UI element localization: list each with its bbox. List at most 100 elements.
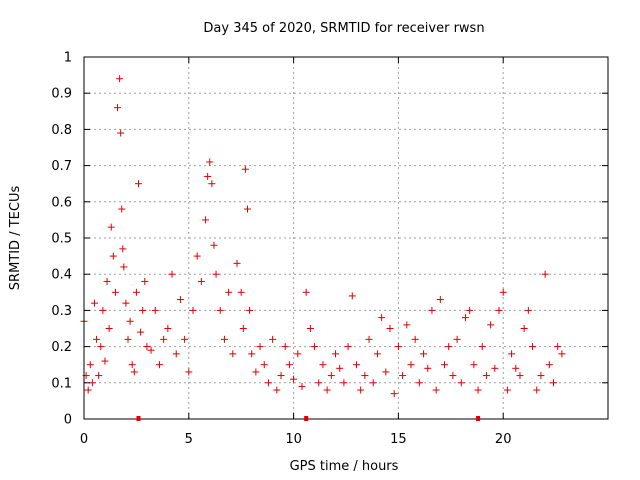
data-point xyxy=(248,350,256,358)
data-point xyxy=(147,346,155,354)
axis-marker xyxy=(476,416,481,421)
data-point xyxy=(151,306,159,314)
data-point xyxy=(243,205,251,213)
data-point xyxy=(461,314,469,322)
data-point xyxy=(237,288,245,296)
data-point xyxy=(118,205,126,213)
tick-labels: 00.10.20.30.40.50.60.70.80.910 5 10 15 20 xyxy=(51,51,511,448)
data-point xyxy=(478,343,486,351)
x-tick-label: 10 xyxy=(285,432,302,447)
data-point xyxy=(554,343,562,351)
data-point xyxy=(128,361,136,369)
data-point xyxy=(197,277,205,285)
data-point xyxy=(137,328,145,336)
data-point xyxy=(124,335,132,343)
data-point xyxy=(109,252,117,260)
data-point xyxy=(545,361,553,369)
data-point xyxy=(256,343,264,351)
data-point xyxy=(120,263,128,271)
data-point xyxy=(185,368,193,376)
data-point xyxy=(436,296,444,304)
data-point xyxy=(281,343,289,351)
data-point xyxy=(277,372,285,380)
data-point xyxy=(449,372,457,380)
x-tick-label: 5 xyxy=(185,432,193,447)
data-point xyxy=(132,288,140,296)
data-point xyxy=(246,306,254,314)
data-point xyxy=(495,306,503,314)
data-point xyxy=(457,379,465,387)
y-tick-label: 0.6 xyxy=(51,195,72,210)
data-point xyxy=(340,379,348,387)
data-point xyxy=(233,259,241,267)
data-point xyxy=(107,223,115,231)
data-point xyxy=(503,386,511,394)
data-point xyxy=(352,361,360,369)
data-point xyxy=(311,343,319,351)
axis-markers xyxy=(136,416,481,421)
data-point xyxy=(86,361,94,369)
data-point xyxy=(208,180,216,188)
axis-marker xyxy=(304,416,309,421)
y-tick-label: 0.8 xyxy=(51,123,72,138)
data-point xyxy=(327,372,335,380)
data-point xyxy=(508,350,516,358)
y-tick-label: 0.1 xyxy=(51,376,72,391)
axis-marker xyxy=(136,416,141,421)
data-point xyxy=(428,306,436,314)
x-tick-label: 0 xyxy=(80,432,88,447)
y-tick-label: 0.4 xyxy=(51,268,72,283)
data-point xyxy=(420,350,428,358)
data-point xyxy=(558,350,566,358)
data-point xyxy=(541,270,549,278)
data-point xyxy=(105,325,113,332)
data-point xyxy=(470,361,478,369)
data-point xyxy=(390,390,398,398)
data-point xyxy=(369,379,377,387)
x-tick-label: 15 xyxy=(390,432,407,447)
data-point xyxy=(403,321,411,329)
data-point xyxy=(130,368,138,376)
data-point xyxy=(126,317,134,325)
data-point xyxy=(332,350,340,358)
data-point xyxy=(386,325,394,332)
data-point xyxy=(482,372,490,380)
data-point xyxy=(139,306,147,314)
axis-ticks xyxy=(83,56,608,420)
data-point xyxy=(220,335,228,343)
data-point xyxy=(399,372,407,380)
y-tick-label: 1 xyxy=(64,51,72,66)
y-tick-label: 0.9 xyxy=(51,87,72,102)
data-point xyxy=(453,335,461,343)
data-point xyxy=(466,306,474,314)
data-point xyxy=(373,350,381,358)
y-tick-label: 0 xyxy=(64,413,72,428)
data-point xyxy=(172,350,180,358)
data-point xyxy=(382,368,390,376)
data-point xyxy=(550,379,558,387)
data-point xyxy=(134,180,142,188)
data-point xyxy=(344,343,352,351)
data-point xyxy=(164,325,172,332)
data-point xyxy=(407,361,415,369)
y-tick-label: 0.5 xyxy=(51,232,72,247)
data-point xyxy=(474,386,482,394)
data-point xyxy=(294,350,302,358)
grid-layer xyxy=(84,57,608,419)
data-point xyxy=(348,292,356,300)
data-point xyxy=(95,372,103,380)
data-point xyxy=(273,386,281,394)
data-point xyxy=(260,361,268,369)
data-point xyxy=(229,350,237,358)
data-point xyxy=(529,343,537,351)
data-point xyxy=(202,216,210,224)
y-tick-label: 0.3 xyxy=(51,304,72,319)
data-point xyxy=(93,335,101,343)
data-point xyxy=(524,306,532,314)
data-point xyxy=(103,277,111,285)
data-point xyxy=(101,357,109,365)
data-point xyxy=(491,364,499,372)
data-point xyxy=(537,372,545,380)
data-point xyxy=(445,343,453,351)
